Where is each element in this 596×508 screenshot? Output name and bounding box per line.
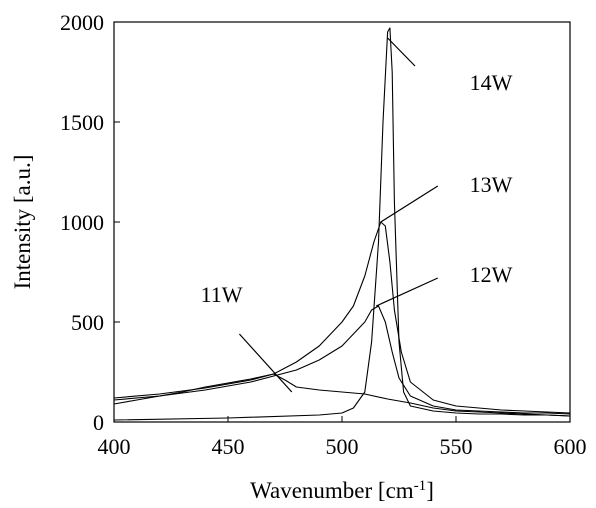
series-line-14w (113, 27, 571, 421)
series-line-12w (113, 305, 571, 415)
y-axis-title: Intensity [a.u.] (10, 155, 35, 290)
x-tick-label-500: 500 (326, 434, 359, 459)
callout-layer: 14W 13W 12W 11W (201, 37, 513, 393)
callout-line-12w (375, 277, 439, 307)
callout-label-11w: 11W (201, 282, 243, 307)
x-tick-label-450: 450 (212, 434, 245, 459)
callout-label-14w: 14W (470, 70, 513, 95)
callout-line-11w (238, 333, 293, 393)
callout-label-12w: 12W (470, 262, 513, 287)
series-layer (113, 27, 571, 421)
y-tick-label-0: 0 (93, 410, 104, 435)
series-line-13w (113, 221, 571, 414)
x-axis-title: Wavenumber [cm-1] (250, 478, 434, 503)
y-tick-label-1000: 1000 (60, 210, 104, 235)
callout-line-14w (387, 37, 416, 67)
y-tick-label-500: 500 (71, 310, 104, 335)
y-tick-label-2000: 2000 (60, 10, 104, 35)
callout-line-13w (380, 185, 439, 223)
x-tick-label-550: 550 (440, 434, 473, 459)
y-tick-label-1500: 1500 (60, 110, 104, 135)
callout-label-13w: 13W (470, 172, 513, 197)
x-tick-label-400: 400 (98, 434, 131, 459)
tick-layer: 400 450 500 550 600 0 500 1000 1500 2000 (60, 10, 587, 459)
x-tick-label-600: 600 (554, 434, 587, 459)
